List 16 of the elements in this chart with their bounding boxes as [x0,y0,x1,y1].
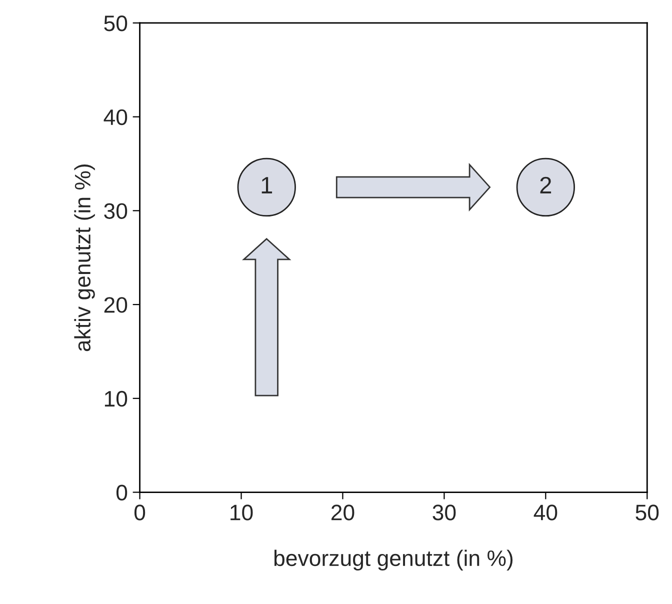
annotation: 2 [540,176,552,194]
x-axis-title: bevorzugt genutzt (in %) [274,550,513,570]
x-tick-label: 40 [534,504,558,520]
x-tick-label: 20 [331,504,354,520]
x-tick-label: 0 [134,504,146,520]
y-tick-label: 0 [116,484,128,501]
x-tick-label: 30 [432,504,456,520]
y-tick-label: 20 [104,297,128,313]
y-tick-label: 50 [104,15,128,32]
x-tick-label: 10 [230,504,253,520]
annotation: 1 [262,177,272,194]
y-tick-label: 40 [104,109,128,126]
x-tick-label: 50 [636,504,659,520]
y-axis-title: aktiv genutzt (in %) [74,164,95,352]
y-tick-label: 10 [104,390,128,407]
y-tick-label: 30 [104,203,128,219]
